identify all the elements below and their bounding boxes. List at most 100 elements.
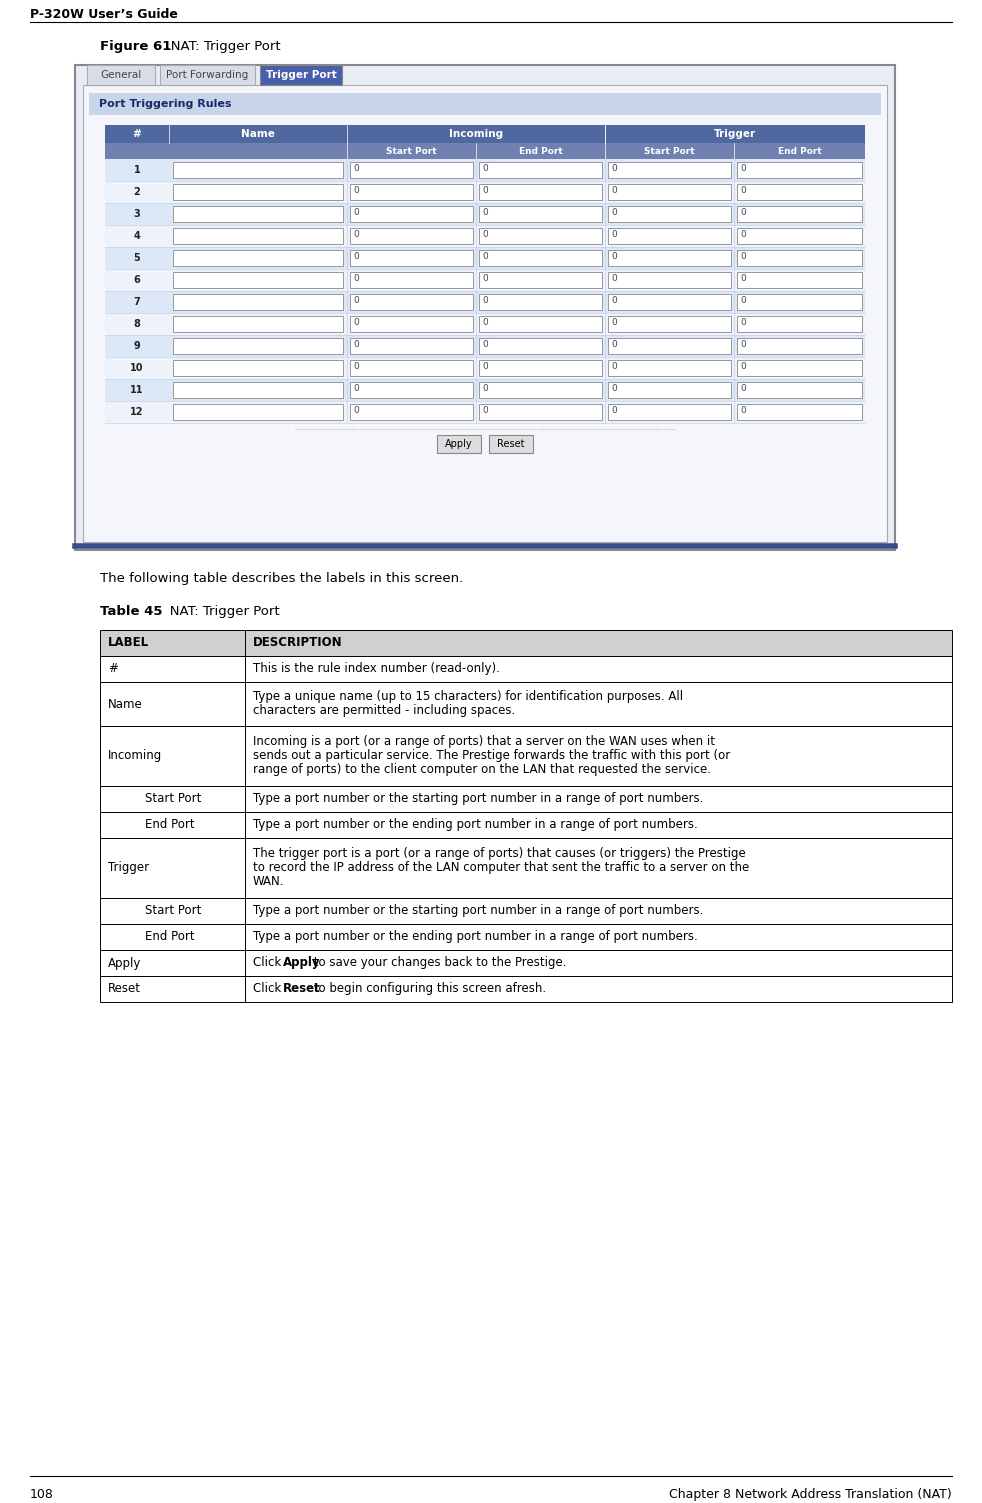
Text: to save your changes back to the Prestige.: to save your changes back to the Prestig…	[310, 956, 567, 969]
Text: 0: 0	[353, 274, 358, 283]
Bar	[245, 975, 952, 1003]
Bar	[100, 897, 245, 924]
Bar	[105, 379, 865, 401]
Bar	[245, 682, 952, 726]
Bar	[737, 295, 862, 310]
Bar	[737, 183, 862, 200]
Bar	[105, 313, 865, 335]
Text: 0: 0	[611, 186, 617, 195]
Text: 0: 0	[611, 383, 617, 392]
Bar	[105, 358, 865, 379]
Text: Port Forwarding: Port Forwarding	[166, 71, 248, 80]
Bar	[350, 295, 473, 310]
Text: Incoming: Incoming	[449, 129, 503, 138]
Bar	[173, 249, 343, 266]
Bar	[105, 225, 865, 246]
Text: 0: 0	[353, 340, 358, 349]
Text: 0: 0	[353, 362, 358, 371]
Text: 0: 0	[353, 383, 358, 392]
Bar	[479, 338, 602, 355]
Text: 7: 7	[134, 298, 140, 307]
Bar	[437, 434, 481, 452]
Bar	[350, 228, 473, 243]
Bar	[737, 382, 862, 398]
Text: to begin configuring this screen afresh.: to begin configuring this screen afresh.	[310, 981, 547, 995]
Bar	[737, 338, 862, 355]
Bar	[83, 86, 887, 543]
Bar	[100, 975, 245, 1003]
Text: Trigger Port: Trigger Port	[265, 71, 337, 80]
Bar	[100, 630, 245, 655]
Text: Apply: Apply	[108, 956, 141, 969]
Text: Start Port: Start Port	[644, 146, 695, 155]
Text: Port Triggering Rules: Port Triggering Rules	[99, 99, 232, 110]
Text: 0: 0	[740, 164, 745, 173]
Bar	[608, 162, 731, 177]
Text: NAT: Trigger Port: NAT: Trigger Port	[158, 41, 281, 53]
Text: 10: 10	[131, 364, 143, 373]
Text: LABEL: LABEL	[108, 636, 149, 649]
Bar	[245, 630, 952, 655]
Text: 0: 0	[482, 406, 488, 415]
Text: 0: 0	[740, 362, 745, 371]
Bar	[608, 316, 731, 332]
Bar	[173, 162, 343, 177]
Text: 0: 0	[611, 296, 617, 305]
Bar	[173, 316, 343, 332]
Text: 0: 0	[482, 362, 488, 371]
Text: 8: 8	[134, 319, 140, 329]
Text: 9: 9	[134, 341, 140, 352]
Bar	[245, 786, 952, 812]
Bar	[105, 203, 865, 225]
Bar	[737, 361, 862, 376]
Text: 0: 0	[611, 207, 617, 216]
Bar	[105, 335, 865, 358]
Bar	[160, 65, 255, 86]
Bar	[608, 295, 731, 310]
Bar	[737, 228, 862, 243]
Text: 0: 0	[740, 319, 745, 328]
Bar	[737, 162, 862, 177]
Bar	[245, 924, 952, 950]
Text: Table 45: Table 45	[100, 606, 162, 618]
Bar	[479, 162, 602, 177]
Text: 0: 0	[740, 383, 745, 392]
Text: Start Port: Start Port	[130, 905, 201, 917]
Bar	[350, 361, 473, 376]
Text: 0: 0	[482, 164, 488, 173]
Bar	[350, 404, 473, 419]
Text: 0: 0	[740, 274, 745, 283]
Bar	[608, 338, 731, 355]
Bar	[100, 655, 245, 682]
Text: Name: Name	[108, 697, 142, 711]
Text: Reset: Reset	[497, 439, 524, 449]
Bar	[105, 180, 865, 203]
Text: End Port: End Port	[130, 819, 194, 831]
Bar	[479, 228, 602, 243]
Bar	[100, 950, 245, 975]
Bar	[350, 272, 473, 289]
Text: WAN.: WAN.	[253, 875, 285, 888]
Text: 0: 0	[611, 253, 617, 262]
Bar	[479, 272, 602, 289]
Text: Chapter 8 Network Address Translation (NAT): Chapter 8 Network Address Translation (N…	[670, 1488, 952, 1501]
Bar	[245, 726, 952, 786]
Bar	[737, 316, 862, 332]
Text: End Port: End Port	[130, 930, 194, 944]
Bar	[350, 183, 473, 200]
Text: 0: 0	[482, 383, 488, 392]
Text: 0: 0	[611, 340, 617, 349]
Bar	[245, 897, 952, 924]
Text: End Port: End Port	[518, 146, 563, 155]
Text: #: #	[133, 129, 141, 138]
Bar	[608, 361, 731, 376]
Text: 0: 0	[482, 274, 488, 283]
Bar	[173, 404, 343, 419]
Bar	[350, 316, 473, 332]
Text: Trigger: Trigger	[714, 129, 756, 138]
Bar	[245, 839, 952, 897]
Text: 0: 0	[740, 296, 745, 305]
Bar	[105, 269, 865, 292]
Text: 0: 0	[740, 207, 745, 216]
Text: 0: 0	[611, 164, 617, 173]
